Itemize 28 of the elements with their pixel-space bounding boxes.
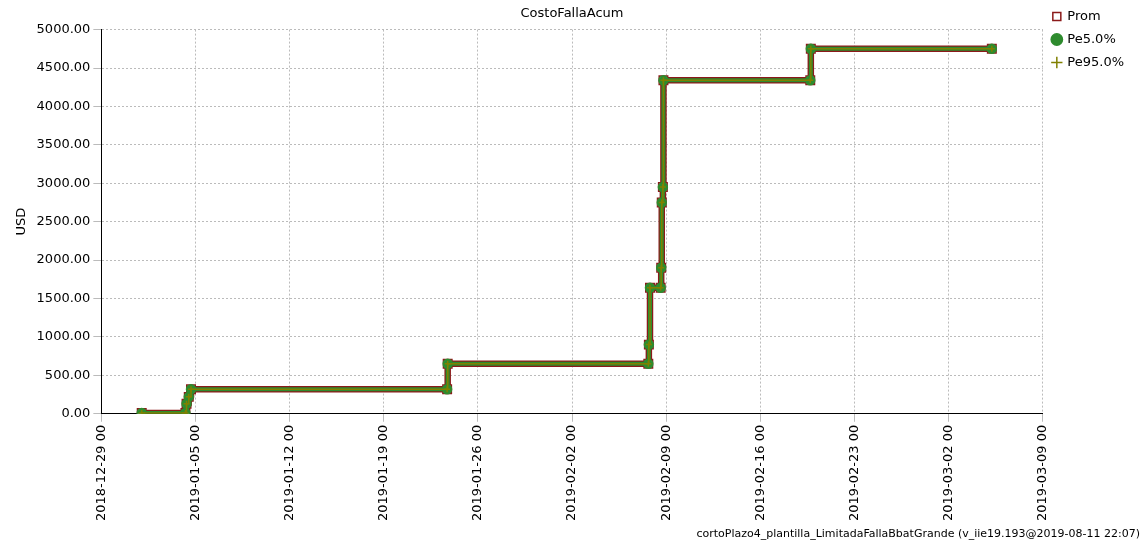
y-tick-label: 3000.00: [36, 174, 91, 190]
x-tick-label: 2019-02-16 00: [751, 424, 767, 522]
y-tick-label: 500.00: [44, 366, 91, 382]
y-tick-label: 4500.00: [36, 59, 91, 75]
text: cortoPlazo4_plantilla_LimitadaFallaBbatGrande (v_iie19.193@2019-08-11 22:07): [696, 527, 1140, 540]
x-tick-label: 2018-12-29 00: [92, 424, 108, 522]
y-tick-label: 1500.00: [36, 289, 91, 305]
x-tick-label: 2019-03-02 00: [940, 424, 956, 522]
y-axis-title: USD: [13, 207, 29, 236]
y-tick-label: 4000.00: [36, 97, 91, 113]
x-tick-label: 2019-01-26 00: [469, 424, 485, 522]
x-tick-label: 2019-01-05 00: [186, 424, 202, 522]
y-tick-label: 0.00: [61, 405, 91, 421]
x-tick-label: 2019-01-12 00: [281, 424, 297, 522]
y-tick-label: 2000.00: [36, 251, 91, 267]
chart-title: CostoFallaAcum: [520, 5, 624, 21]
x-tick-label: 2019-01-19 00: [375, 424, 391, 522]
legend-label: Prom: [1067, 7, 1101, 23]
y-tick-label: 3500.00: [36, 136, 91, 152]
x-tick-label: 2019-02-02 00: [563, 424, 579, 522]
x-tick-label: 2019-02-23 00: [845, 424, 861, 522]
x-tick-label: 2019-03-09 00: [1034, 424, 1050, 522]
y-tick-label: 2500.00: [36, 213, 91, 229]
y-tick-label: 1000.00: [36, 328, 91, 344]
legend-label: Pe95.0%: [1067, 53, 1124, 69]
x-tick-label: 2019-02-09 00: [657, 424, 673, 522]
y-tick-label: 5000.00: [36, 20, 91, 36]
legend-label: Pe5.0%: [1067, 30, 1116, 46]
